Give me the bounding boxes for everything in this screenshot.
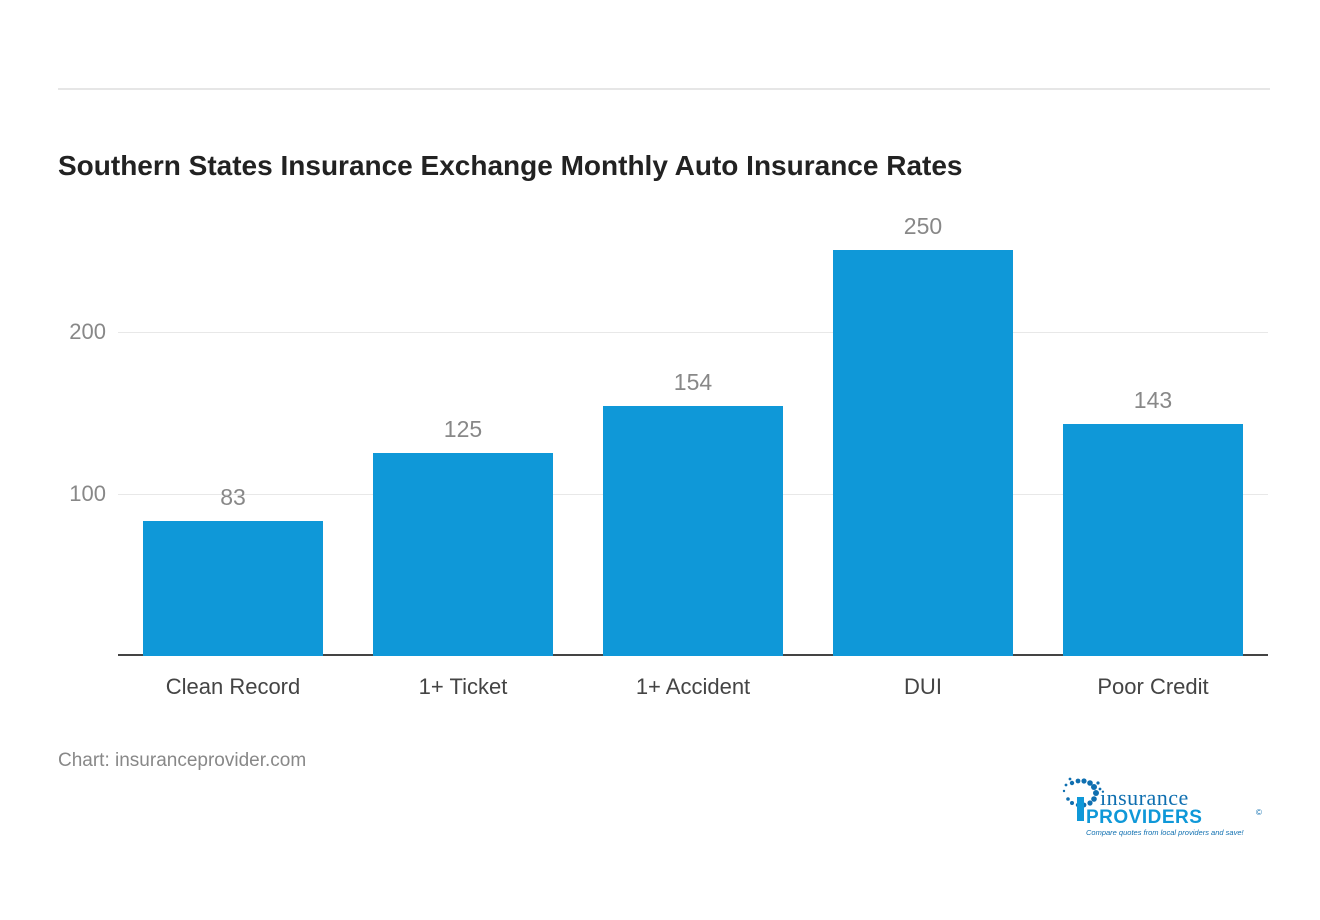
chart-title: Southern States Insurance Exchange Month… (58, 150, 963, 182)
x-axis-labels: Clean Record1+ Ticket1+ AccidentDUIPoor … (118, 674, 1268, 714)
bar: 83 (143, 521, 322, 656)
logo-svg: insurance PROVIDERS © Compare quotes fro… (1050, 775, 1270, 845)
x-axis-label: 1+ Ticket (348, 674, 578, 700)
bar: 143 (1063, 424, 1242, 656)
bar-value-label: 143 (1063, 387, 1242, 424)
logo-copyright: © (1256, 808, 1262, 817)
logo-tagline: Compare quotes from local providers and … (1086, 828, 1244, 837)
bar: 125 (373, 453, 552, 656)
x-axis-label: Poor Credit (1038, 674, 1268, 700)
bar-value-label: 125 (373, 416, 552, 453)
y-tick-label: 100 (69, 481, 106, 507)
bar-value-label: 83 (143, 484, 322, 521)
bar: 250 (833, 250, 1012, 656)
plot-area: 83 125 154 250 143 (118, 218, 1268, 656)
brand-logo: insurance PROVIDERS © Compare quotes fro… (1050, 775, 1270, 845)
y-tick-label: 200 (69, 319, 106, 345)
chart-source: Chart: insuranceprovider.com (58, 750, 306, 772)
x-axis-label: Clean Record (118, 674, 348, 700)
x-axis-label: DUI (808, 674, 1038, 700)
x-axis-label: 1+ Accident (578, 674, 808, 700)
logo-text-providers: PROVIDERS (1086, 807, 1202, 828)
bar-value-label: 154 (603, 369, 782, 406)
gridline (118, 332, 1268, 333)
bar-value-label: 250 (833, 213, 1012, 250)
top-divider (58, 88, 1270, 90)
bar: 154 (603, 406, 782, 656)
chart-container: Southern States Insurance Exchange Month… (0, 0, 1320, 920)
